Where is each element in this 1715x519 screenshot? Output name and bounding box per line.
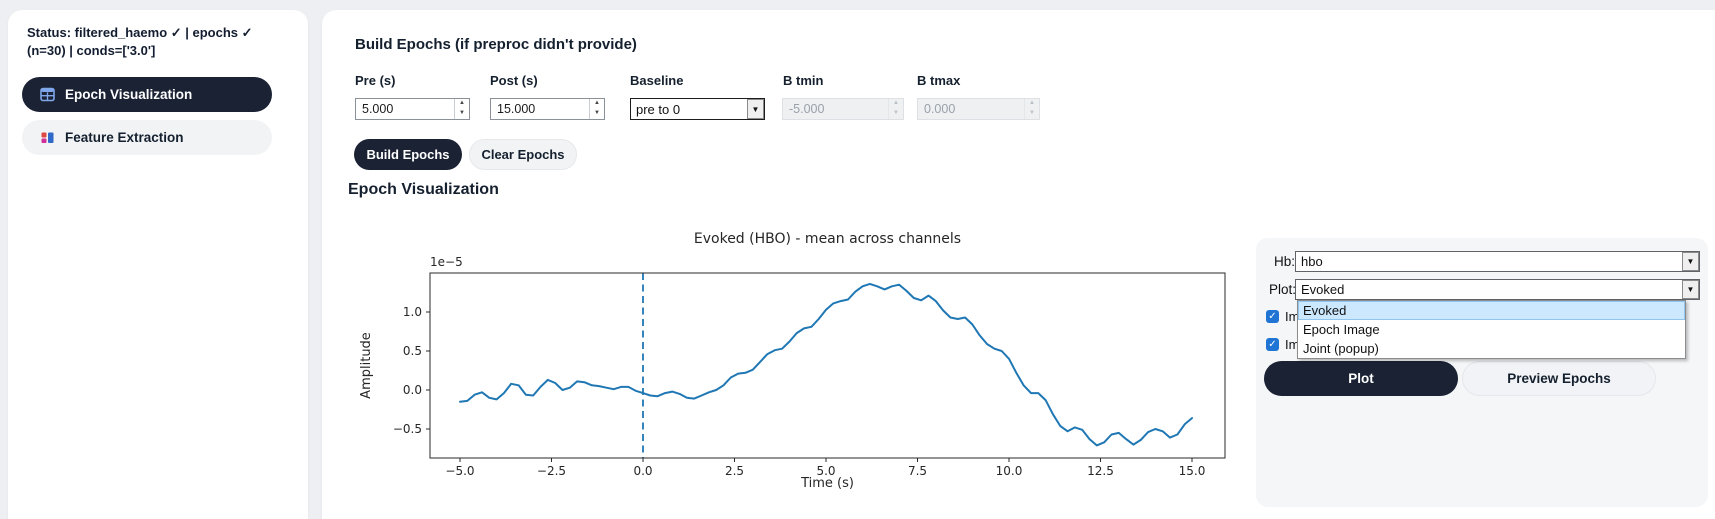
svg-text:0.5: 0.5	[403, 344, 422, 358]
chevron-down-icon: ▼	[1682, 252, 1699, 271]
chevron-down-icon: ▼	[1682, 280, 1699, 299]
bar-chart-icon	[41, 132, 54, 143]
sidebar-item-label: Feature Extraction	[65, 130, 184, 145]
image-checkbox-1[interactable]: ✓	[1266, 310, 1279, 323]
plot-option-joint-popup[interactable]: Joint (popup)	[1303, 341, 1379, 356]
sidebar: Status: filtered_haemo ✓ | epochs ✓ (n=3…	[8, 10, 308, 519]
svg-text:−2.5: −2.5	[537, 464, 566, 478]
baseline-select[interactable]: pre to 0 ▼	[630, 98, 765, 120]
build-epochs-heading: Build Epochs (if preproc didn't provide)	[355, 36, 637, 53]
plot-button[interactable]: Plot	[1264, 361, 1458, 396]
chevron-down-icon: ▼	[747, 99, 764, 119]
svg-text:7.5: 7.5	[908, 464, 927, 478]
pre-input-wrap: ▲▼	[355, 98, 470, 120]
preview-epochs-button[interactable]: Preview Epochs	[1462, 361, 1656, 396]
image-checkbox-2[interactable]: ✓	[1266, 338, 1279, 351]
plot-select[interactable]: Evoked ▼	[1295, 279, 1700, 300]
svg-text:Time (s): Time (s)	[800, 476, 854, 491]
plot-select-value: Evoked	[1301, 282, 1345, 297]
hb-select-value: hbo	[1301, 254, 1323, 269]
btmin-input	[783, 99, 888, 119]
plot-options-panel: Hb: hbo ▼ Plot: Evoked ▼ ✓ Ima ✓ Ima Evo…	[1256, 238, 1708, 507]
btmin-label: B tmin	[783, 73, 824, 88]
btmin-input-wrap: ▲▼	[782, 98, 904, 120]
baseline-label: Baseline	[630, 73, 684, 88]
hb-select[interactable]: hbo ▼	[1295, 251, 1700, 272]
plot-option-epoch-image[interactable]: Epoch Image	[1303, 322, 1380, 337]
svg-text:0.0: 0.0	[633, 464, 652, 478]
main-panel: Build Epochs (if preproc didn't provide)…	[322, 10, 1715, 519]
status-text: Status: filtered_haemo ✓ | epochs ✓ (n=3…	[27, 25, 253, 59]
plot-label: Plot:	[1269, 282, 1297, 297]
svg-text:1.0: 1.0	[403, 305, 422, 319]
sidebar-item-label: Epoch Visualization	[65, 87, 193, 102]
pre-spinner[interactable]: ▲ ▼	[454, 99, 469, 119]
svg-text:1e−5: 1e−5	[430, 255, 463, 269]
svg-text:10.0: 10.0	[996, 464, 1023, 478]
svg-text:−5.0: −5.0	[445, 464, 474, 478]
post-label: Post (s)	[490, 73, 538, 88]
post-input[interactable]	[491, 99, 589, 119]
btmax-spinner: ▲ ▼	[1024, 99, 1039, 119]
btmax-input	[918, 99, 1024, 119]
plot-select-dropdown: Evoked Epoch Image Joint (popup)	[1297, 300, 1686, 359]
sidebar-item-epoch-visualization[interactable]: Epoch Visualization	[22, 77, 272, 112]
table-grid-icon	[40, 87, 55, 102]
plot-option-evoked[interactable]: Evoked	[1298, 301, 1685, 320]
post-input-wrap: ▲▼	[490, 98, 605, 120]
hb-label: Hb:	[1274, 254, 1296, 269]
svg-text:5.0: 5.0	[816, 464, 835, 478]
evoked-chart: −5.0 −2.5 0.0 2.5 5.0 7.5 10.0 12.5 15.0 1.0 0.5 0.…	[359, 231, 1226, 491]
clear-epochs-button[interactable]: Clear Epochs	[469, 139, 577, 170]
svg-text:Evoked (HBO) - mean across cha: Evoked (HBO) - mean across channels	[694, 231, 961, 247]
svg-text:0.0: 0.0	[403, 383, 422, 397]
svg-text:2.5: 2.5	[725, 464, 744, 478]
pre-label: Pre (s)	[355, 73, 396, 88]
epoch-visualization-heading: Epoch Visualization	[348, 181, 499, 198]
baseline-select-value: pre to 0	[636, 101, 681, 117]
svg-text:Amplitude: Amplitude	[359, 332, 374, 399]
btmin-spinner: ▲ ▼	[888, 99, 903, 119]
btmax-input-wrap: ▲▼	[917, 98, 1040, 120]
btmax-label: B tmax	[917, 73, 961, 88]
svg-text:−0.5: −0.5	[393, 422, 422, 436]
svg-text:12.5: 12.5	[1087, 464, 1114, 478]
pre-input[interactable]	[356, 99, 454, 119]
sidebar-item-feature-extraction[interactable]: Feature Extraction	[22, 120, 272, 155]
post-spinner[interactable]: ▲ ▼	[589, 99, 604, 119]
evoked-chart-figure: −5.0 −2.5 0.0 2.5 5.0 7.5 10.0 12.5 15.0 1.0 0.5 0.…	[330, 222, 1250, 505]
svg-text:15.0: 15.0	[1179, 464, 1206, 478]
build-epochs-button[interactable]: Build Epochs	[354, 139, 462, 170]
